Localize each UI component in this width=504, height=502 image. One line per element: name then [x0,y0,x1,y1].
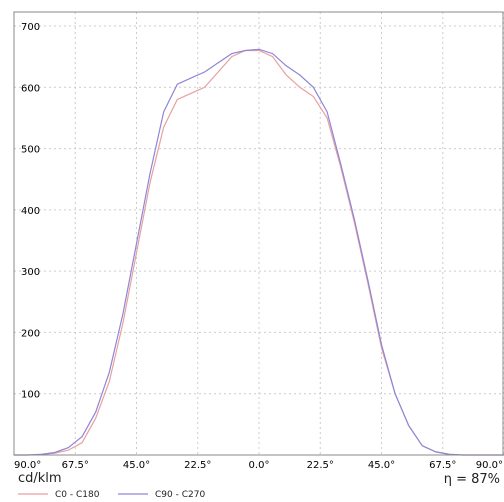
x-tick-label: 67.5° [62,460,89,471]
x-tick-label: 90.0° [476,460,503,471]
x-tick-label: 90.0° [14,460,41,471]
x-tick-label: 67.5° [429,460,456,471]
series-lines [14,48,504,456]
legend-label-c90-c270: C90 - C270 [155,490,205,500]
y-tick-label: 500 [21,145,40,156]
y-tick-label: 200 [21,328,40,339]
y-tick-label: 300 [21,267,40,278]
y-unit-label: cd/klm [18,471,62,486]
legend-label-c0-c180: C0 - C180 [55,490,100,500]
tick-labels: 100 200 300 400 500 600 700 90.0° 67.5° 45.0° 22.5… [14,22,503,471]
grid-lines [13,12,504,455]
x-tick-label: 22.5° [184,460,211,471]
legend: C0 - C180 C90 - C270 [18,490,205,500]
x-tick-label: 0.0° [249,460,270,471]
y-tick-label: 600 [21,83,40,94]
y-tick-label: 400 [21,206,40,217]
x-tick-label: 45.0° [123,460,150,471]
y-tick-label: 100 [21,390,40,401]
x-tick-label: 22.5° [307,460,334,471]
efficiency-label: η = 87% [444,472,500,487]
x-tick-label: 45.0° [368,460,395,471]
plot-frame [13,11,504,456]
series-line-1 [14,48,504,456]
y-tick-label: 700 [21,22,40,33]
